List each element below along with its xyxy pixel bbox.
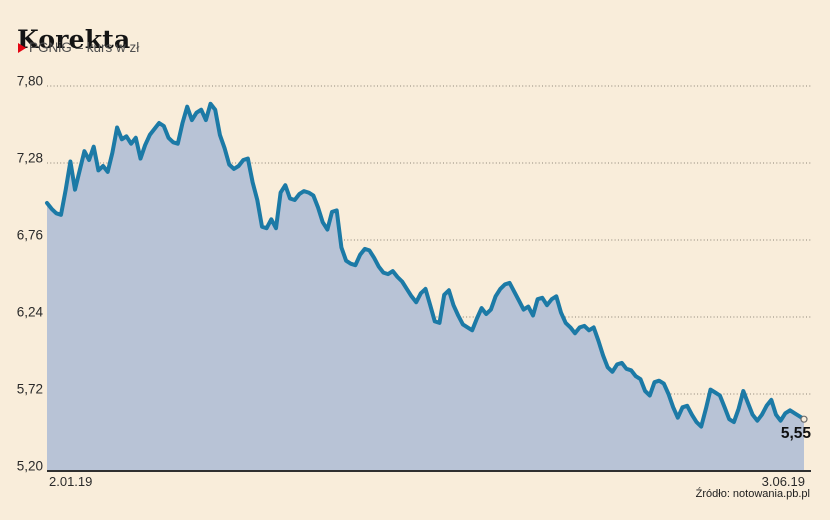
x-axis-start-label: 2.01.19: [49, 474, 93, 489]
chart-legend: PGNiG – kurs w zł: [18, 40, 139, 55]
legend-label: PGNiG – kurs w zł: [29, 40, 140, 55]
area-fill: [47, 103, 804, 472]
source-credit: Źródło: notowania.pb.pl: [695, 488, 810, 500]
y-tick-label: 7,28: [17, 151, 43, 166]
y-tick-label: 6,24: [17, 305, 44, 320]
legend-marker-icon: [18, 42, 26, 53]
y-tick-label: 6,76: [17, 228, 43, 243]
y-tick-label: 5,72: [17, 382, 43, 397]
x-axis-end-label: 3.06.19: [761, 474, 805, 489]
last-value-label: 5,55: [780, 425, 811, 442]
price-line: [45, 101, 806, 429]
y-tick-label: 5,20: [17, 459, 43, 474]
y-tick-label: 7,80: [17, 74, 43, 89]
page-title: Korekta: [17, 24, 131, 54]
end-point-marker: [800, 415, 808, 423]
